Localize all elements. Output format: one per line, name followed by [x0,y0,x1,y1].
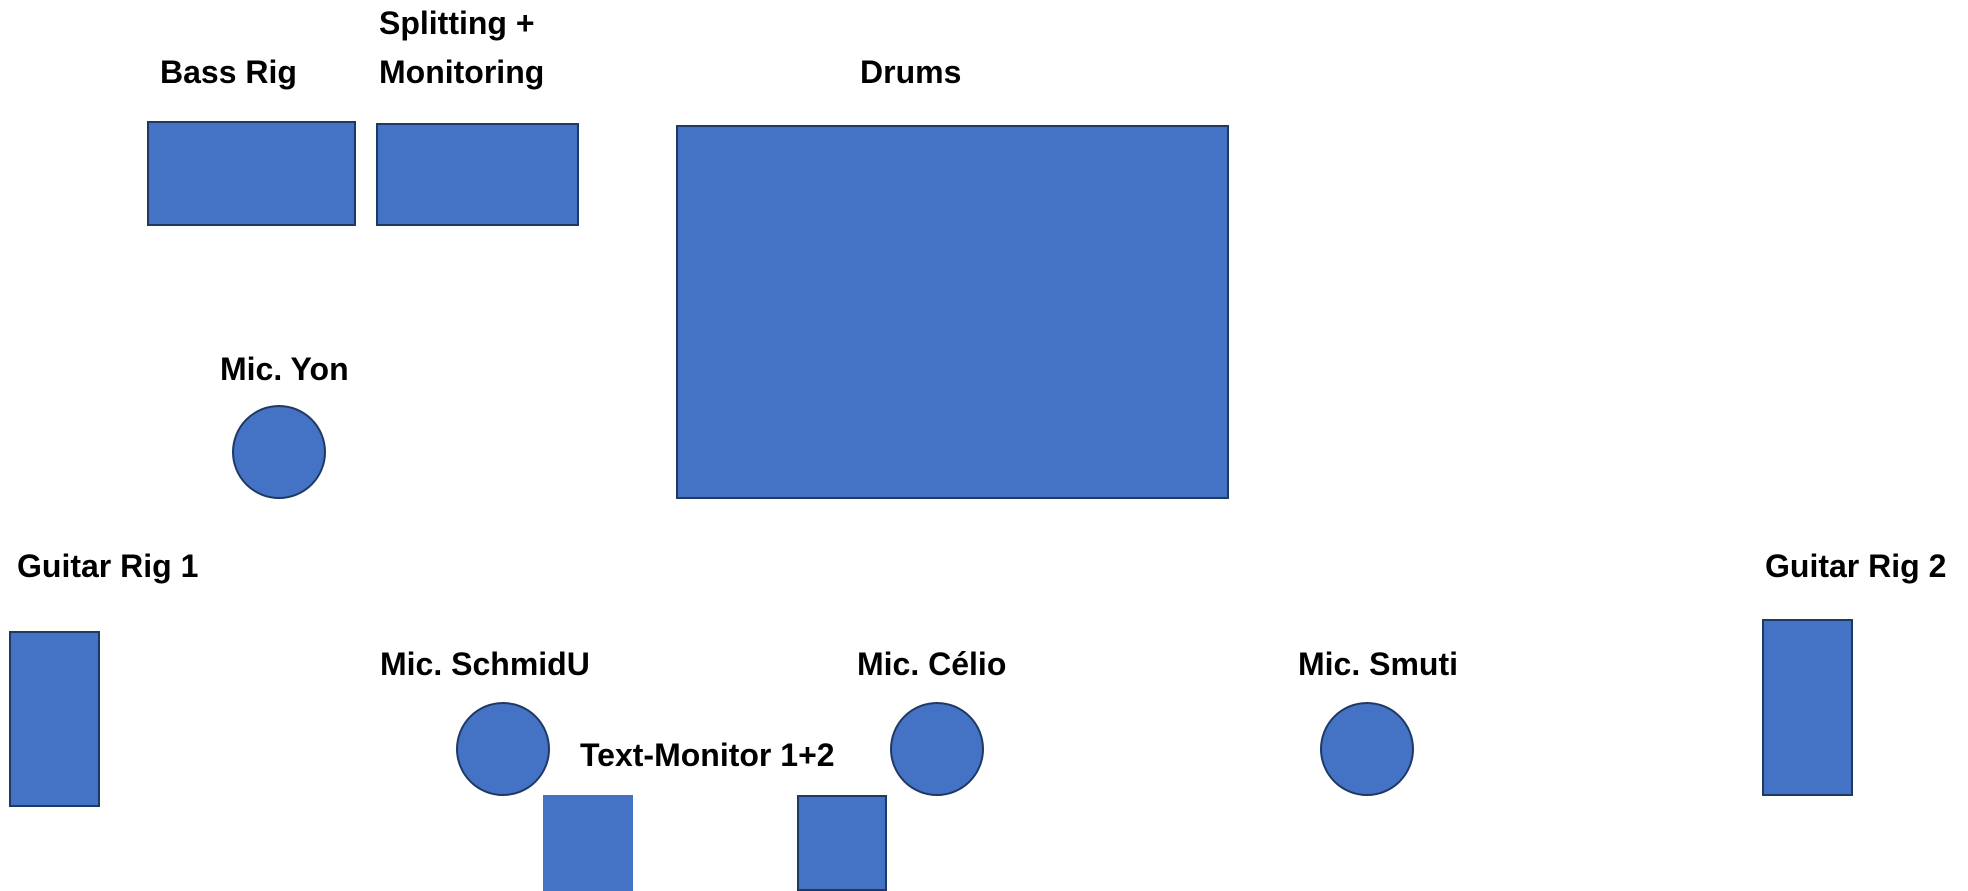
text-monitor-2-box [797,795,887,891]
mic-celio-circle [890,702,984,796]
mic-smuti-circle [1320,702,1414,796]
text-monitor-label: Text-Monitor 1+2 [580,737,835,773]
guitar-rig-2-box [1762,619,1853,796]
splitting-monitoring-box [376,123,579,226]
drums-label: Drums [860,54,962,90]
bass-rig-box [147,121,356,226]
mic-smuti-label: Mic. Smuti [1298,646,1459,682]
bass-rig-label: Bass Rig [160,54,297,90]
mic-schmidu-label: Mic. SchmidU [380,646,590,682]
drums-box [676,125,1229,499]
mic-schmidu-circle [456,702,550,796]
guitar-rig-1-box [9,631,100,807]
splitting-label-line2: Monitoring [379,54,545,90]
guitar-rig-1-label: Guitar Rig 1 [17,548,199,584]
mic-yon-label: Mic. Yon [220,351,349,387]
guitar-rig-2-label: Guitar Rig 2 [1765,548,1947,584]
mic-yon-circle [232,405,326,499]
splitting-label-line1: Splitting + [379,5,535,41]
mic-celio-label: Mic. Célio [857,646,1007,682]
text-monitor-1-box [543,795,633,891]
